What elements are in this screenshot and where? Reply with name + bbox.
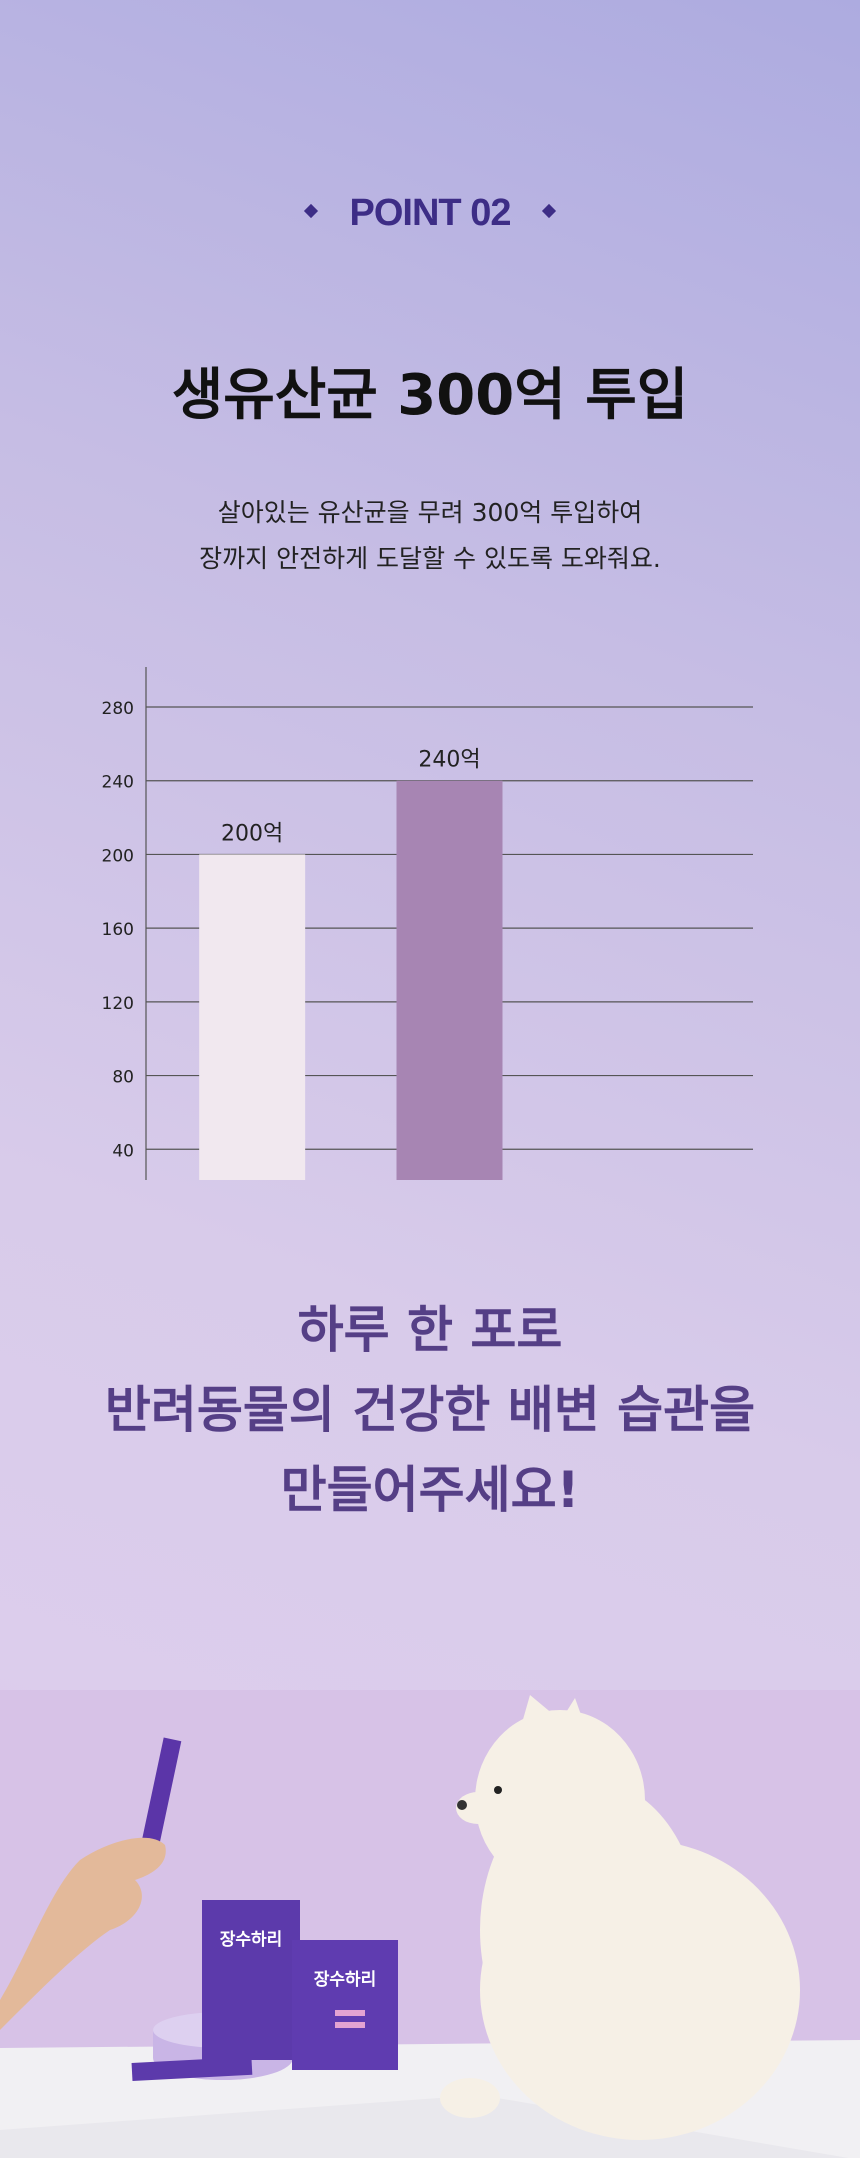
product-photo: 장수하리 장수하리 xyxy=(0,1690,860,2158)
y-tick-label: 80 xyxy=(112,1068,134,1088)
bar-chart: 04080120160200240280200억A사240억S사장수하리유산균 … xyxy=(102,667,753,1180)
section-title: 생유산균 300억 투입 xyxy=(171,363,689,428)
bar-data-label: 240억 xyxy=(418,748,480,773)
section-subtitle: 살아있는 유산균을 무려 300억 투입하여 장까지 안전하게 도달할 수 있도… xyxy=(0,490,860,582)
subtitle-line: 살아있는 유산균을 무려 300억 투입하여 xyxy=(217,498,643,527)
diamond-icon xyxy=(542,203,557,219)
point-label: POINT 02 xyxy=(0,192,860,235)
y-tick-label: 160 xyxy=(102,920,134,940)
y-tick-label: 200 xyxy=(102,846,134,866)
bar xyxy=(199,854,306,1180)
subtitle-line: 장까지 안전하게 도달할 수 있도록 도와줘요. xyxy=(199,544,661,573)
hand-with-stick xyxy=(0,1737,182,2030)
product-box: 장수하리 xyxy=(292,1940,398,2070)
headline-line: 하루 한 포로 xyxy=(297,1301,563,1359)
headline-line: 반려동물의 건강한 배변 습관을 xyxy=(104,1381,756,1439)
y-tick-label: 120 xyxy=(102,994,134,1014)
svg-text:장수하리: 장수하리 xyxy=(220,1930,283,1950)
bar xyxy=(396,780,503,1180)
product-box: 장수하리 xyxy=(202,1900,300,2060)
headline: 하루 한 포로 반려동물의 건강한 배변 습관을 만들어주세요! xyxy=(0,1290,860,1530)
product-stick xyxy=(131,2056,253,2082)
y-tick-label: 40 xyxy=(112,1141,134,1161)
headline-line: 만들어주세요! xyxy=(280,1461,580,1519)
y-tick-label: 240 xyxy=(102,773,134,793)
svg-text:장수하리: 장수하리 xyxy=(314,1970,377,1990)
diamond-icon xyxy=(303,203,318,219)
y-tick-label: 280 xyxy=(102,699,134,719)
dog xyxy=(440,1695,800,2140)
bar-data-label: 200억 xyxy=(221,821,283,846)
point-text: POINT 02 xyxy=(349,192,512,234)
